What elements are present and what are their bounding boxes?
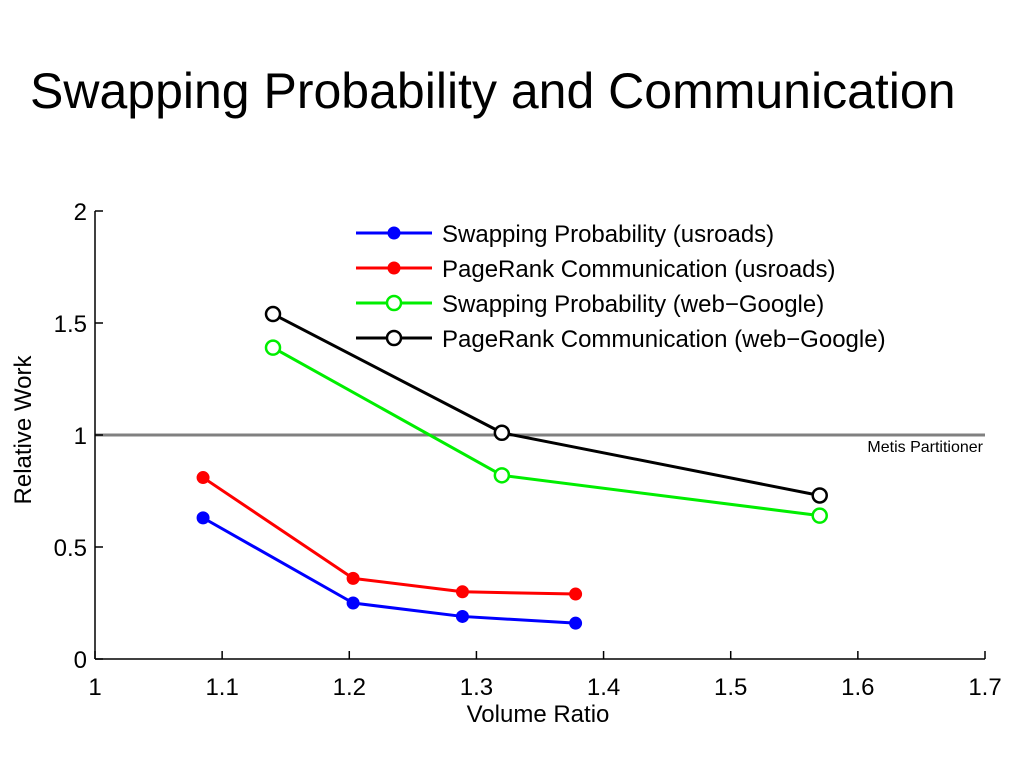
data-point-s3-3 [811, 507, 828, 524]
slide-title: Swapping Probability and Communication [30, 63, 956, 119]
legend-label: PageRank Communication (usroads) [442, 256, 836, 283]
data-point-s4-3 [811, 487, 828, 504]
data-point-s4-2 [493, 424, 511, 442]
series-line-3 [272, 346, 820, 518]
y-tick-label: 0.5 [54, 535, 87, 562]
data-point-s1-1 [196, 511, 210, 525]
data-point-s2-2 [346, 571, 360, 585]
legend-swatch-marker [387, 226, 401, 240]
series-line-1 [202, 516, 576, 625]
data-point-s2-1 [196, 471, 210, 485]
reference-line-label: Metis Partitioner [867, 439, 983, 456]
x-tick-label: 1.2 [333, 674, 366, 701]
legend: Swapping Probability (usroads) PageRank C… [356, 221, 886, 353]
y-tick-label: 2 [74, 199, 87, 226]
x-tick-label: 1.3 [460, 674, 493, 701]
series-layer [196, 305, 828, 630]
data-point-s2-3 [455, 585, 469, 599]
x-tick-label: 1.4 [587, 674, 620, 701]
data-point-s3-2 [493, 467, 511, 484]
series-line-2 [202, 476, 576, 596]
x-tick-label: 1.7 [968, 674, 1001, 701]
x-tick-label: 1.6 [841, 674, 874, 701]
data-point-s3-1 [264, 339, 282, 356]
y-tick-label: 0 [74, 647, 87, 674]
data-point-s4-1 [264, 305, 282, 323]
legend-label: Swapping Probability (web−Google) [442, 291, 824, 318]
x-tick-label: 1.5 [714, 674, 747, 701]
legend-swatch-marker [385, 294, 403, 312]
legend-label: Swapping Probability (usroads) [442, 221, 774, 248]
y-tick-label: 1 [74, 423, 87, 450]
legend-swatch-marker [387, 261, 401, 275]
data-point-s1-2 [346, 596, 360, 610]
y-axis-label: Relative Work [10, 355, 37, 505]
x-axis-label: Volume Ratio [467, 701, 610, 728]
legend-label: PageRank Communication (web−Google) [442, 326, 886, 353]
data-point-s2-4 [569, 587, 583, 601]
reference-line-layer: Metis Partitioner [95, 433, 985, 456]
axes-layer: 1 1.1 1.2 1.3 1.4 1.5 1.6 1.7 0 0.5 1 1.5 2 Volume Ra… [10, 199, 1002, 728]
y-tick-label: 1.5 [54, 311, 87, 338]
x-tick-label: 1 [88, 674, 101, 701]
x-tick-label: 1.1 [205, 674, 238, 701]
data-point-s1-4 [569, 616, 583, 630]
legend-swatch-marker [385, 329, 403, 347]
data-point-s1-3 [455, 609, 469, 623]
